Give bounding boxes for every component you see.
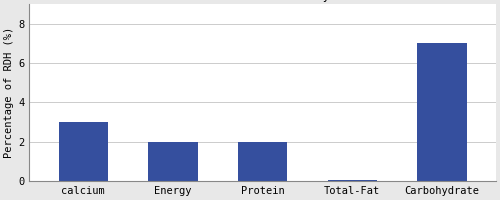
Bar — [418, 43, 467, 181]
Bar — [148, 142, 198, 181]
Text: www.dietandfitnesstoday.com: www.dietandfitnesstoday.com — [166, 0, 359, 2]
Y-axis label: Percentage of RDH (%): Percentage of RDH (%) — [4, 27, 14, 158]
Bar — [328, 180, 377, 181]
Bar — [238, 142, 288, 181]
Bar — [58, 122, 108, 181]
